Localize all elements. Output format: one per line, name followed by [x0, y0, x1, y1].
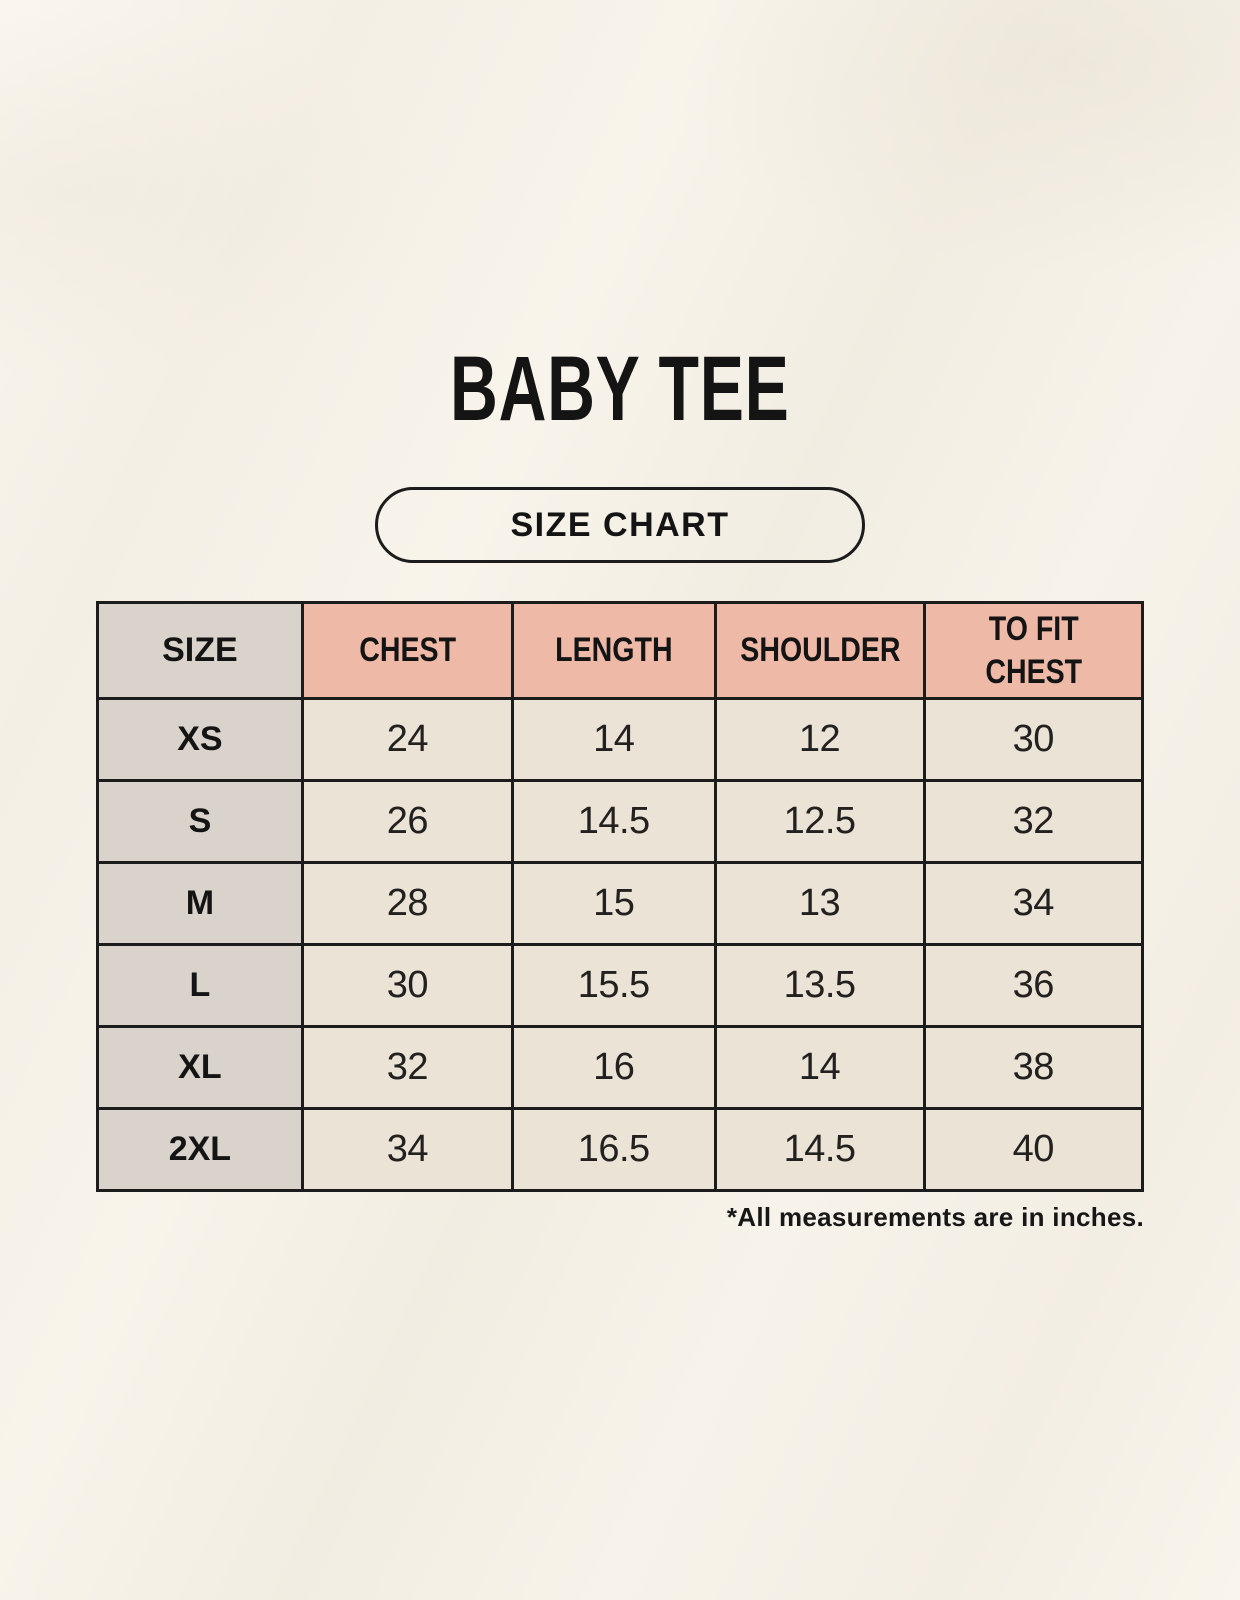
size-label-m: M — [96, 861, 304, 946]
size-chart-badge[interactable]: SIZE CHART — [375, 487, 865, 563]
table-cell: 26 — [300, 779, 514, 864]
table-cell: 34 — [300, 1107, 514, 1192]
table-cell: 28 — [300, 861, 514, 946]
table-cell: 30 — [922, 697, 1145, 782]
table-row-m: M 28 15 13 34 — [96, 861, 1145, 946]
column-header-length: LENGTH — [510, 601, 717, 700]
table-cell: 14.5 — [510, 779, 717, 864]
table-row-s: S 26 14.5 12.5 32 — [96, 779, 1145, 864]
table-cell: 13.5 — [713, 943, 926, 1028]
header-row: SIZE CHEST LENGTH SHOULDER TO FIT CHEST — [96, 601, 1145, 700]
table-cell: 12.5 — [713, 779, 926, 864]
table-cell: 30 — [300, 943, 514, 1028]
product-title: BABY TEE — [0, 0, 1240, 435]
table-cell: 16.5 — [510, 1107, 717, 1192]
size-label-2xl: 2XL — [96, 1107, 304, 1192]
table-cell: 14 — [510, 697, 717, 782]
table-cell: 32 — [922, 779, 1145, 864]
table-row-l: L 30 15.5 13.5 36 — [96, 943, 1145, 1028]
size-label-l: L — [96, 943, 304, 1028]
size-chart-badge-label: SIZE CHART — [510, 505, 730, 544]
table-cell: 38 — [922, 1025, 1145, 1110]
measurement-note: *All measurements are in inches. — [726, 1202, 1144, 1232]
table-cell: 16 — [510, 1025, 717, 1110]
size-label-xl: XL — [96, 1025, 304, 1110]
table-cell: 15 — [510, 861, 717, 946]
table-cell: 12 — [713, 697, 926, 782]
size-label-s: S — [96, 779, 304, 864]
column-header-size: SIZE — [96, 601, 304, 700]
table-cell: 14 — [713, 1025, 926, 1110]
table-cell: 36 — [922, 943, 1145, 1028]
table-cell: 24 — [300, 697, 514, 782]
table-cell: 34 — [922, 861, 1145, 946]
table-cell: 40 — [922, 1107, 1145, 1192]
table-row-xs: XS 24 14 12 30 — [96, 697, 1145, 782]
table-row-2xl: 2XL 34 16.5 14.5 40 — [96, 1107, 1145, 1192]
size-label-xs: XS — [96, 697, 304, 782]
size-chart-table: SIZE CHEST LENGTH SHOULDER TO FIT CHEST … — [96, 601, 1145, 1192]
table-row-xl: XL 32 16 14 38 — [96, 1025, 1145, 1110]
product-title-text: BABY TEE — [450, 338, 790, 440]
column-header-shoulder: SHOULDER — [713, 601, 926, 700]
table-cell: 14.5 — [713, 1107, 926, 1192]
table-cell: 13 — [713, 861, 926, 946]
table-cell: 15.5 — [510, 943, 717, 1028]
column-header-chest: CHEST — [300, 601, 514, 700]
column-header-to-fit-chest: TO FIT CHEST — [922, 601, 1145, 700]
table-cell: 32 — [300, 1025, 514, 1110]
